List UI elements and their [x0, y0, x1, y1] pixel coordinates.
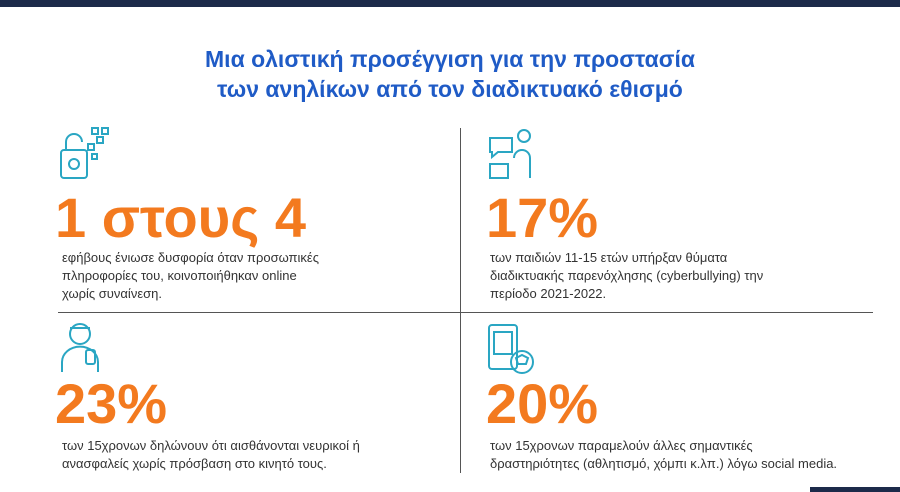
- top-bar: [0, 0, 900, 7]
- text-line: των 15χρονων παραμελούν άλλες σημαντικές: [490, 438, 753, 453]
- text-line: των παιδιών 11-15 ετών υπήρξαν θύματα: [490, 250, 728, 265]
- text-line: πληροφορίες του, κοινοποιήθηκαν online: [62, 268, 297, 283]
- text-line: εφήβους ένιωσε δυσφορία όταν προσωπικές: [62, 250, 319, 265]
- stat-figure: 17%: [486, 186, 599, 249]
- stat-text: εφήβους ένιωσε δυσφορία όταν προσωπικές π…: [62, 249, 319, 303]
- text-line: των 15χρονων δηλώνουν ότι αισθάνονται νε…: [62, 438, 360, 453]
- stat-figure: 1 στους 4: [55, 186, 307, 249]
- divider: [58, 312, 873, 313]
- title: Μια ολιστική προσέγγιση για την προστασί…: [205, 46, 695, 72]
- text-line: χωρίς συναίνεση.: [62, 286, 162, 301]
- stat-figure: 20%: [486, 372, 599, 435]
- stat-text: των 15χρονων παραμελούν άλλες σημαντικές…: [490, 437, 837, 473]
- text-line: περίοδο 2021-2022.: [490, 286, 607, 301]
- stat-text: των παιδιών 11-15 ετών υπήρξαν θύματα δια…: [490, 249, 763, 303]
- icon-tablet-ball: [488, 324, 534, 374]
- title: των ανηλίκων από τον διαδικτυακό εθισμό: [217, 76, 683, 102]
- stat-text: των 15χρονων δηλώνουν ότι αισθάνονται νε…: [62, 437, 360, 473]
- stat-figure: 23%: [55, 372, 168, 435]
- icon-person-phone: [61, 323, 99, 372]
- icon-bullying: [489, 129, 531, 179]
- corner-bar: [810, 487, 900, 492]
- text-line: ανασφαλείς χωρίς πρόσβαση στο κινητό του…: [62, 456, 327, 471]
- text-line: διαδικτυακής παρενόχλησης (cyberbullying…: [490, 268, 764, 283]
- text-line: δραστηριότητες (αθλητισμό, χόμπι κ.λπ.) …: [490, 456, 838, 471]
- divider: [460, 128, 461, 473]
- icon-lock: [60, 127, 109, 179]
